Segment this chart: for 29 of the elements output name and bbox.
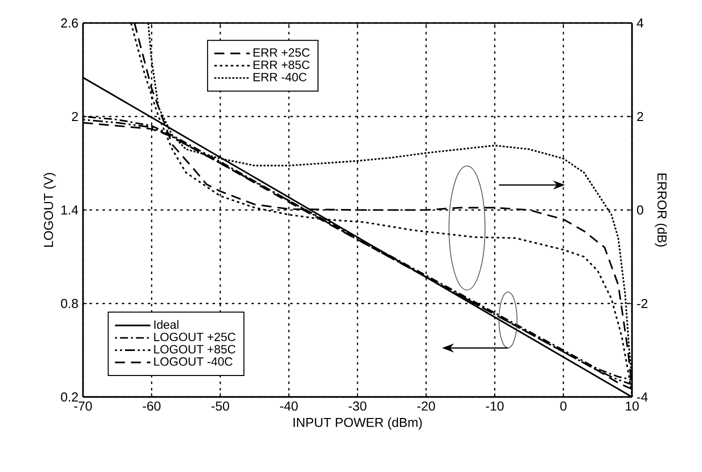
y2-tick-label: -4	[637, 392, 648, 402]
y2-tick-label: 0	[637, 205, 644, 215]
y-tick-label: 0.8	[60, 298, 78, 308]
y-axis-title: LOGOUT (V)	[44, 173, 56, 247]
x-tick-label: -20	[417, 401, 435, 411]
legend-label: ERR +25C	[254, 48, 310, 57]
x-tick-label: -70	[74, 401, 92, 411]
legend-label: LOGOUT +85C	[154, 345, 236, 354]
legend-label: LOGOUT +25C	[154, 332, 236, 342]
x-tick-label: 10	[626, 401, 639, 411]
y2-tick-label: 2	[637, 112, 644, 122]
x-axis-title: INPUT POWER (dBm)	[294, 418, 422, 430]
y-tick-label: 0.2	[60, 392, 78, 402]
legend-label: ERR -40C	[254, 72, 307, 82]
y2-tick-label: 4	[636, 18, 644, 28]
y2-axis-title: ERROR (dB)	[654, 174, 667, 247]
x-tick-label: -40	[280, 401, 298, 411]
legend-label: LOGOUT -40C	[154, 357, 232, 366]
y-tick-label: 1.4	[61, 206, 78, 214]
x-tick-label: 0	[560, 401, 566, 411]
x-tick-label: -10	[486, 401, 504, 411]
legend-label: ERR +85C	[254, 60, 310, 70]
y-tick-label: 2.6	[61, 18, 78, 28]
x-tick-label: -50	[211, 401, 230, 411]
y-tick-label: 2	[72, 112, 78, 122]
y2-tick-label: -2	[637, 298, 648, 308]
x-tick-label: -30	[348, 401, 366, 411]
legend-label: Ideal	[154, 320, 178, 329]
x-tick-label: -60	[142, 401, 160, 411]
